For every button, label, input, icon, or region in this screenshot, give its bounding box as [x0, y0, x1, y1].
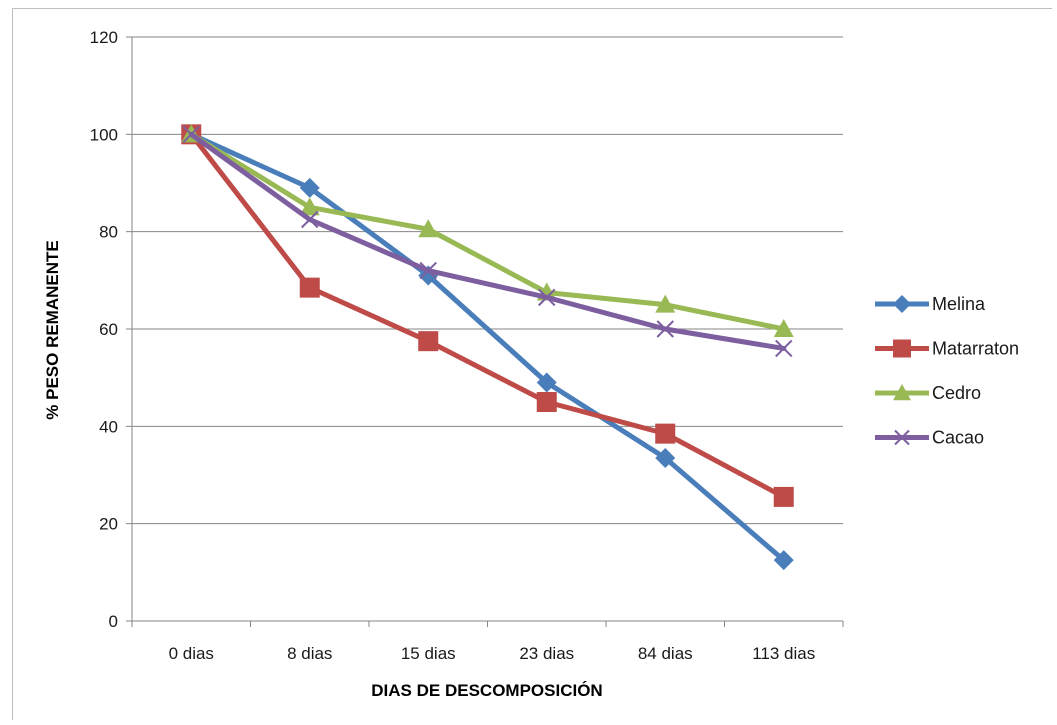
- y-tick-label: 120: [90, 28, 118, 47]
- data-point-triangle: [655, 294, 676, 313]
- series-line: [188, 131, 787, 332]
- series-lines: [181, 124, 794, 571]
- data-point-triangle: [773, 319, 794, 337]
- x-tick-label: 8 dias: [287, 644, 332, 663]
- data-point-square: [773, 486, 794, 507]
- data-point-x: [182, 125, 200, 144]
- y-tick-label: 0: [109, 612, 118, 631]
- data-point-diamond: [893, 295, 911, 313]
- data-point-triangle: [418, 219, 439, 238]
- data-point-square: [418, 331, 439, 352]
- legend-label: Cacao: [932, 428, 984, 448]
- series-line: [188, 131, 787, 563]
- data-point-diamond: [773, 550, 794, 571]
- data-point-diamond: [299, 177, 320, 198]
- legend-label: Melina: [932, 294, 986, 314]
- x-axis-ticks: 0 dias 8 dias 15 dias 23 dias 84 dias 113 dia…: [131, 621, 844, 663]
- data-point-square: [299, 277, 320, 298]
- y-tick-label: 40: [99, 417, 118, 436]
- data-point-diamond: [536, 372, 557, 393]
- y-axis-ticks: 0 20 40 60 80 100 120: [90, 28, 132, 631]
- legend-item-cedro: Cedro: [875, 383, 981, 403]
- x-tick-label: 23 dias: [519, 644, 574, 663]
- series-matarraton: [181, 124, 794, 507]
- data-point-triangle: [893, 384, 911, 401]
- legend-label: Cedro: [932, 383, 981, 403]
- data-point-triangle: [299, 197, 320, 216]
- data-point-x: [538, 288, 556, 307]
- y-tick-label: 60: [99, 320, 118, 339]
- data-point-square: [536, 392, 557, 412]
- x-tick-label: 15 dias: [401, 644, 456, 663]
- data-point-x: [301, 210, 319, 229]
- data-point-x: [656, 320, 674, 338]
- series-cedro: [181, 124, 794, 337]
- y-axis-title: % PESO REMANENTE: [43, 240, 62, 419]
- y-tick-label: 80: [99, 223, 118, 242]
- x-tick-label: 0 dias: [169, 644, 214, 663]
- legend: Melina Matarraton Cedro Cacao: [875, 294, 1019, 448]
- legend-item-matarraton: Matarraton: [875, 339, 1019, 359]
- data-point-x: [419, 261, 437, 280]
- chart-frame: [12, 8, 1052, 720]
- x-tick-label: 84 dias: [638, 644, 693, 663]
- legend-item-cacao: Cacao: [875, 428, 984, 448]
- data-point-x: [894, 429, 910, 446]
- data-point-x: [775, 339, 793, 358]
- data-point-square: [655, 423, 676, 444]
- legend-label: Matarraton: [932, 339, 1019, 359]
- series-cacao: [182, 125, 793, 358]
- y-tick-label: 20: [99, 515, 118, 534]
- y-tick-label: 100: [90, 125, 118, 144]
- legend-item-melina: Melina: [875, 294, 986, 314]
- data-point-diamond: [655, 447, 676, 468]
- data-point-square: [893, 339, 911, 358]
- x-tick-label: 113 dias: [752, 644, 815, 663]
- series-line: [188, 131, 787, 500]
- series-line: [188, 131, 787, 351]
- x-axis-title: DIAS DE DESCOMPOSICIÓN: [371, 681, 602, 700]
